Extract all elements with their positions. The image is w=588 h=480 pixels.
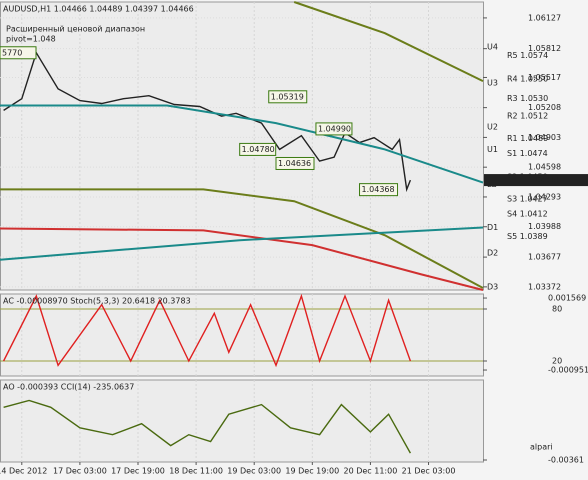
pivot-label: S4 1.0412 (507, 209, 548, 218)
series-line (293, 1, 484, 82)
callout-label: 1.04636 (278, 159, 311, 168)
pivot-label: S3 1.0427 (507, 195, 548, 204)
level-label: U1 (487, 145, 498, 154)
pivot-label: S1 1.0474 (507, 149, 548, 158)
y-tick-label: 1.05208 (528, 103, 561, 112)
level-label: U3 (487, 79, 498, 88)
series-line (0, 188, 484, 289)
pivot-label: R4 1.0550 (507, 75, 548, 84)
y2-tick-label: -0.00361 (548, 456, 584, 465)
y-tick-label: 1.05517 (528, 73, 561, 82)
callout-box (315, 122, 353, 136)
x-tick-label: 14 Dec 2012 (0, 467, 47, 476)
x-tick-label: 19 Dec 19:00 (285, 467, 339, 476)
x-tick-label: 21 Dec 03:00 (402, 467, 456, 476)
last-price-label: 1.04466 (528, 176, 561, 185)
y-tick-label: 1.03372 (528, 282, 561, 291)
panel (0, 379, 484, 463)
level-label: U4 (487, 42, 498, 51)
panel-title: AC -0.00008970 Stoch(5,3,3) 20.6418 20.3… (3, 297, 191, 306)
series-line (0, 226, 484, 261)
pivot-label: R1 1.0489 (507, 134, 548, 143)
x-tick-label: 19 Dec 03:00 (227, 467, 281, 476)
annotation: Расширенный ценовой диапазон (6, 25, 145, 34)
callout-label: 1.05319 (271, 92, 304, 101)
y-tick-label: 80 (552, 304, 562, 313)
callout-box (239, 142, 277, 156)
callout-label: 1.04990 (318, 124, 351, 133)
pivot-label: R5 1.0574 (507, 51, 548, 60)
callout-box (359, 183, 399, 197)
level-label: D3 (487, 283, 498, 292)
y-tick-label: 1.04903 (528, 133, 561, 142)
series-line (3, 399, 412, 454)
pivot-label: R3 1.0530 (507, 94, 548, 103)
pivot-label: R2 1.0512 (507, 112, 548, 121)
y2-tick-label: -0.000951 (548, 366, 588, 375)
brand: alpari (530, 443, 553, 452)
y-tick-label: 1.04293 (528, 192, 561, 201)
panel-title: AUDUSD,H1 1.04466 1.04489 1.04397 1.0446… (3, 5, 194, 14)
callout-box (0, 46, 37, 60)
callout-label: 5770 (2, 48, 22, 57)
series-line (2, 293, 412, 368)
panel (0, 293, 484, 377)
y-tick-label: 1.04598 (528, 163, 561, 172)
y-tick-label: 1.03677 (528, 253, 561, 262)
callout-box (275, 156, 315, 170)
x-tick-label: 17 Dec 03:00 (53, 467, 107, 476)
y-tick-label: 1.05812 (528, 44, 561, 53)
x-tick-label: 20 Dec 11:00 (344, 467, 398, 476)
series-line (0, 227, 484, 291)
x-tick-label: 17 Dec 19:00 (111, 467, 165, 476)
level-label: U2 (487, 122, 498, 131)
callout-box (268, 90, 308, 104)
y-tick-label: 1.03988 (528, 222, 561, 231)
series-line (0, 104, 484, 184)
level-label: D1 (487, 223, 498, 232)
level-label: D2 (487, 248, 498, 257)
panel-title: AO -0.000393 CCI(14) -235.0637 (3, 383, 134, 392)
y-tick-label: 20 (552, 357, 562, 366)
y-tick-label: 1.06127 (528, 13, 561, 22)
pivot-label: S5 1.0389 (507, 232, 548, 241)
callout-label: 1.04368 (362, 185, 395, 194)
annotation: pivot=1.048 (6, 35, 56, 44)
last-price-box (484, 174, 588, 187)
callout-label: 1.04780 (242, 145, 275, 154)
y2-tick-label: 0.001569 (548, 294, 586, 303)
x-tick-label: 18 Dec 11:00 (169, 467, 223, 476)
